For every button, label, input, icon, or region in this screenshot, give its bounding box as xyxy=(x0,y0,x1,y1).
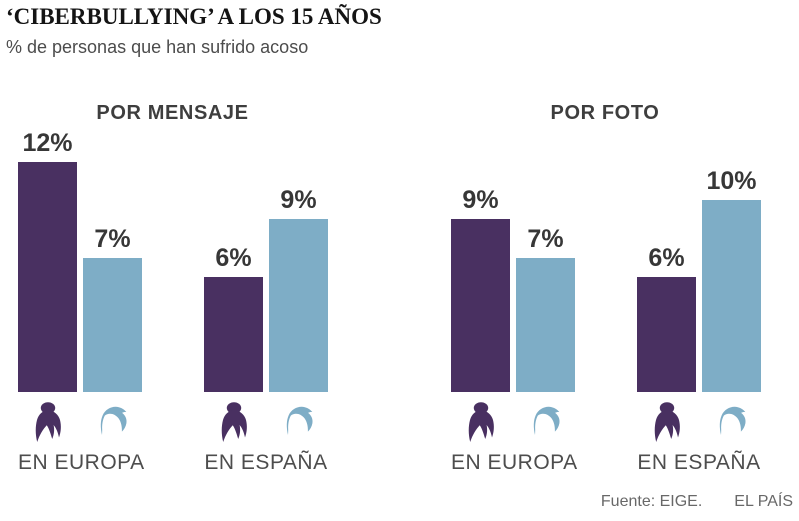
panel-por-mensaje: POR MENSAJE 12% 7% EN EUROPA 6% 9% EN ESPAÑA xyxy=(18,100,328,475)
woman-hair-icon-cell xyxy=(204,402,263,442)
group-label: EN ESPAÑA xyxy=(204,451,328,474)
bar-group: 12% 7% EN EUROPA xyxy=(18,100,145,475)
man-hair-icon-cell xyxy=(702,402,761,442)
bar-mujeres xyxy=(204,277,263,392)
bar-value-label: 12% xyxy=(22,129,73,157)
group-label: EN EUROPA xyxy=(18,451,145,474)
bar-column-hombres: 7% xyxy=(516,100,575,392)
bar-column-hombres: 7% xyxy=(83,100,142,392)
bar-value-label: 7% xyxy=(94,225,131,253)
panel-por-foto: POR FOTO 9% 7% EN EUROPA 6% 10% EN ESPAÑA xyxy=(451,100,761,475)
bar-group: 6% 10% EN ESPAÑA xyxy=(637,100,761,475)
brand-logo-text: EL PAÍS xyxy=(734,493,793,510)
woman-hair-icon-cell xyxy=(18,402,77,442)
icon-row xyxy=(18,402,142,442)
bar-pair: 6% 10% xyxy=(637,100,761,392)
bar-groups-row: 12% 7% EN EUROPA 6% 9% EN ESPAÑA xyxy=(18,100,328,475)
bar-mujeres xyxy=(18,162,77,392)
icon-row xyxy=(637,402,761,442)
chart-title: ‘CIBERBULLYING’ A LOS 15 AÑOS xyxy=(6,4,382,29)
bar-value-label: 6% xyxy=(215,244,252,272)
icon-row xyxy=(451,402,575,442)
bar-mujeres xyxy=(451,219,510,392)
bar-hombres xyxy=(702,200,761,392)
bar-group: 6% 9% EN ESPAÑA xyxy=(204,100,328,475)
woman-hair-icon xyxy=(30,402,66,442)
man-hair-icon xyxy=(714,402,750,442)
woman-hair-icon xyxy=(649,402,685,442)
man-hair-icon-cell xyxy=(83,402,142,442)
bar-column-mujeres: 9% xyxy=(451,100,510,392)
bar-pair: 6% 9% xyxy=(204,100,328,392)
bar-column-mujeres: 12% xyxy=(18,100,77,392)
chart-subtitle: % de personas que han sufrido acoso xyxy=(6,37,309,57)
woman-hair-icon-cell xyxy=(451,402,510,442)
bar-column-mujeres: 6% xyxy=(204,100,263,392)
bar-hombres xyxy=(269,219,328,392)
bar-column-hombres: 10% xyxy=(702,100,761,392)
icon-row xyxy=(204,402,328,442)
bar-mujeres xyxy=(637,277,696,392)
bar-hombres xyxy=(83,258,142,392)
bar-value-label: 9% xyxy=(462,186,499,214)
bar-value-label: 10% xyxy=(706,167,757,195)
bar-column-hombres: 9% xyxy=(269,100,328,392)
source-credit: Fuente: EIGE. xyxy=(600,493,703,510)
woman-hair-icon xyxy=(216,402,252,442)
bar-column-mujeres: 6% xyxy=(637,100,696,392)
bar-pair: 12% 7% xyxy=(18,100,142,392)
bar-value-label: 7% xyxy=(527,225,564,253)
man-hair-icon xyxy=(95,402,131,442)
man-hair-icon xyxy=(281,402,317,442)
footer: Fuente: EIGE. EL PAÍS xyxy=(601,493,793,511)
bar-groups-row: 9% 7% EN EUROPA 6% 10% EN ESPAÑA xyxy=(451,100,761,475)
woman-hair-icon-cell xyxy=(637,402,696,442)
man-hair-icon-cell xyxy=(516,402,575,442)
bar-hombres xyxy=(516,258,575,392)
bar-group: 9% 7% EN EUROPA xyxy=(451,100,578,475)
group-label: EN EUROPA xyxy=(451,451,578,474)
woman-hair-icon xyxy=(463,402,499,442)
man-hair-icon-cell xyxy=(269,402,328,442)
bar-pair: 9% 7% xyxy=(451,100,575,392)
bar-value-label: 6% xyxy=(648,244,685,272)
group-label: EN ESPAÑA xyxy=(637,451,761,474)
bar-value-label: 9% xyxy=(280,186,317,214)
man-hair-icon xyxy=(528,402,564,442)
